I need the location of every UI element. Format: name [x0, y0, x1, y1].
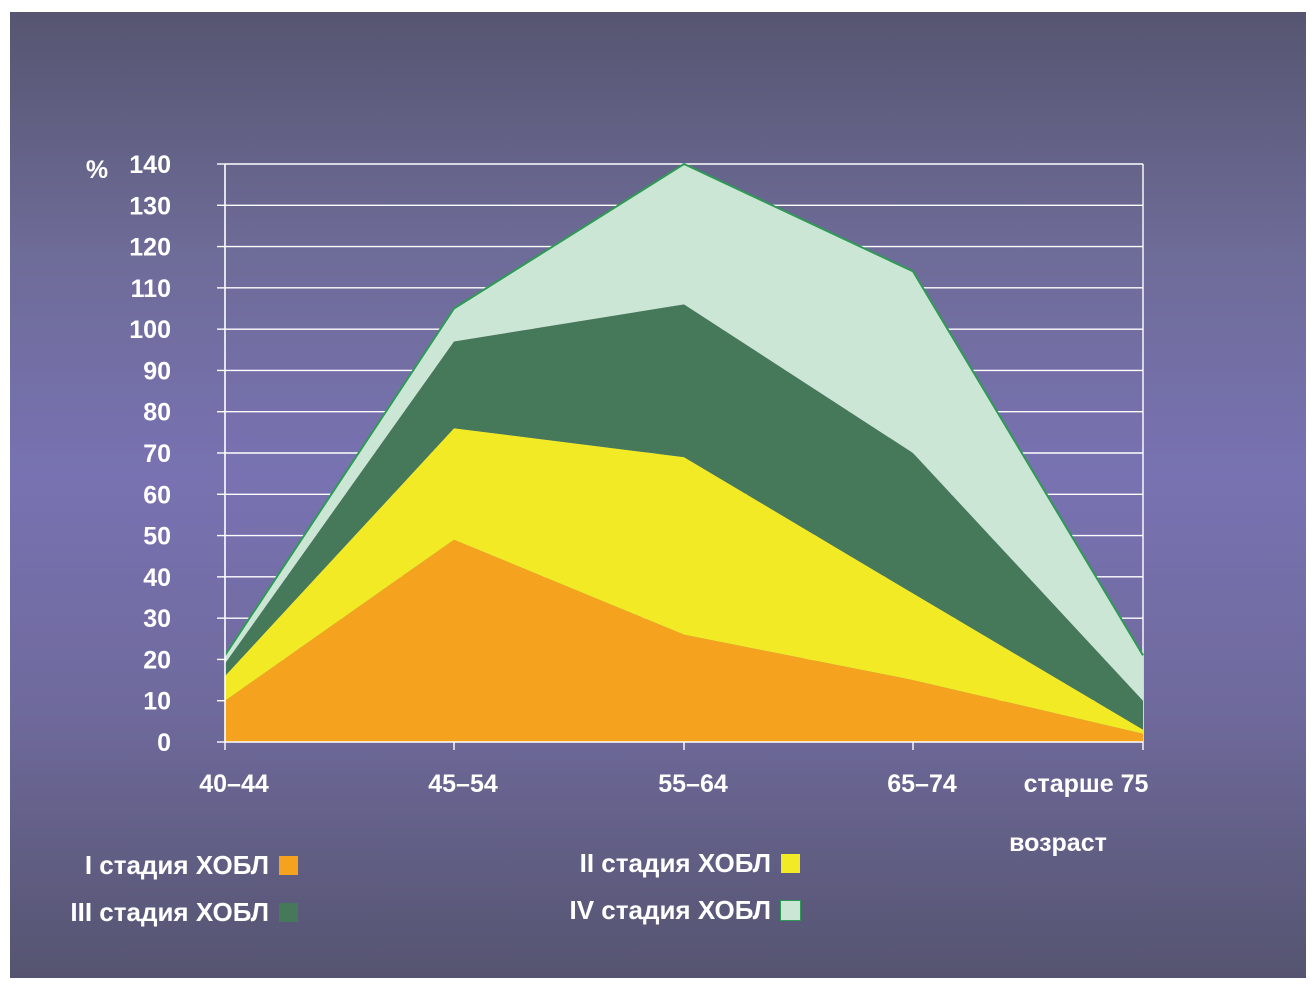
x-tick-label: 55–64 — [658, 770, 728, 798]
area-iii — [225, 304, 1143, 730]
y-tick-label: 60 — [143, 481, 171, 509]
legend-swatch — [279, 903, 298, 922]
y-tick-label: 50 — [143, 523, 171, 551]
axes: 0 10 20 30 40 50 60 70 80 90 100 110 120 130 140 40–44 4… — [129, 151, 1148, 798]
legend-label: IV стадия ХОБЛ — [569, 895, 772, 925]
y-tick-label: 100 — [129, 316, 171, 344]
x-tick-label: 40–44 — [199, 770, 269, 798]
x-tick-label: старше 75 — [1024, 770, 1149, 798]
y-tick-label: 130 — [129, 192, 171, 220]
x-axis-label: возраст — [1009, 829, 1107, 857]
y-tick-label: 30 — [143, 605, 171, 633]
y-tick-label: 70 — [143, 440, 171, 468]
area-series — [224, 162, 1144, 742]
y-tick-label: 120 — [129, 234, 171, 262]
y-tick-label: 110 — [131, 275, 171, 303]
x-tick-label: 65–74 — [887, 770, 957, 798]
y-tick-label: 140 — [129, 151, 171, 179]
legend-swatch — [781, 854, 800, 873]
legend-swatch — [279, 856, 298, 875]
legend-label: II стадия ХОБЛ — [579, 848, 771, 878]
legend-swatch — [780, 900, 801, 921]
legend-label: III стадия ХОБЛ — [70, 897, 269, 927]
stack-outline — [224, 162, 1144, 656]
y-tick-label: 90 — [143, 357, 171, 385]
legend-label: I стадия ХОБЛ — [84, 850, 269, 880]
y-tick-label: 0 — [157, 729, 171, 757]
y-tick-label: 40 — [143, 564, 171, 592]
legend-item: IV стадия ХОБЛ — [570, 895, 801, 926]
y-tick-label: 80 — [143, 399, 171, 427]
y-tick-label: 10 — [143, 688, 171, 716]
area-i — [225, 539, 1143, 742]
legend-item: I стадия ХОБЛ — [85, 850, 298, 881]
legend-item: III стадия ХОБЛ — [70, 897, 298, 928]
legend-item: II стадия ХОБЛ — [580, 848, 800, 879]
y-tick-label: 20 — [143, 646, 171, 674]
x-tick-label: 45–54 — [428, 770, 498, 798]
area-ii — [225, 428, 1143, 734]
area-iv — [225, 164, 1143, 701]
y-axis-label: % — [86, 156, 108, 184]
